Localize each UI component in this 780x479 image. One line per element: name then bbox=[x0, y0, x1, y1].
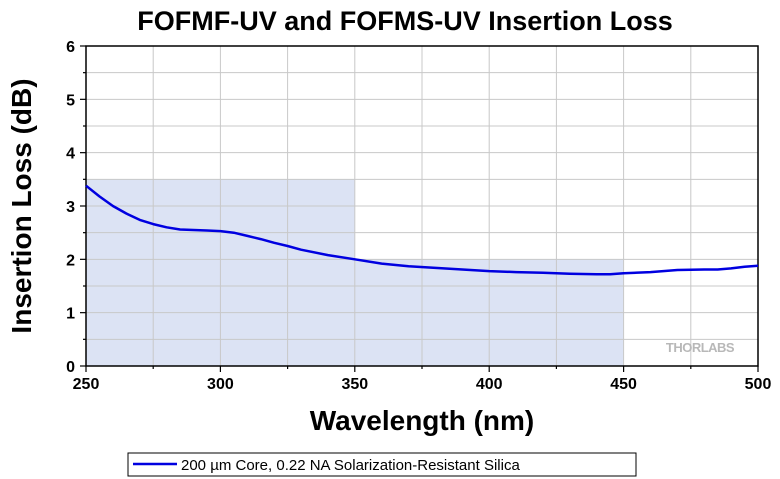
legend-box bbox=[127, 452, 637, 477]
x-tick-label: 300 bbox=[207, 376, 234, 393]
axis-ticks: 250 300 350 400 450 500 0 1 2 3 4 5 6 bbox=[66, 39, 771, 393]
chart-title: FOFMF-UV and FOFMS-UV Insertion Loss bbox=[137, 6, 673, 36]
grid-lines bbox=[86, 46, 758, 366]
x-tick-label: 400 bbox=[476, 376, 503, 393]
x-axis-title: Wavelength (nm) bbox=[310, 405, 535, 436]
data-series bbox=[85, 184, 759, 276]
y-tick-label: 5 bbox=[66, 92, 75, 109]
y-tick-label: 2 bbox=[66, 252, 75, 269]
y-tick-label: 0 bbox=[66, 359, 75, 376]
legend-label: 200 µm Core, 0.22 NA Solarization-Resist… bbox=[181, 457, 520, 474]
series-line-1 bbox=[85, 184, 759, 276]
x-tick-label: 450 bbox=[610, 376, 637, 393]
x-tick-label: 250 bbox=[73, 376, 100, 393]
y-tick-label: 6 bbox=[66, 39, 75, 56]
y-tick-label: 3 bbox=[66, 199, 75, 216]
y-axis-title: Insertion Loss (dB) bbox=[6, 78, 37, 333]
thorlabs-logo: THORLABS bbox=[666, 340, 735, 355]
x-tick-label: 500 bbox=[745, 376, 772, 393]
x-tick-label: 350 bbox=[341, 376, 368, 393]
y-tick-label: 1 bbox=[66, 306, 75, 323]
y-tick-label: 4 bbox=[66, 146, 75, 163]
legend: 200 µm Core, 0.22 NA Solarization-Resist… bbox=[127, 452, 637, 477]
